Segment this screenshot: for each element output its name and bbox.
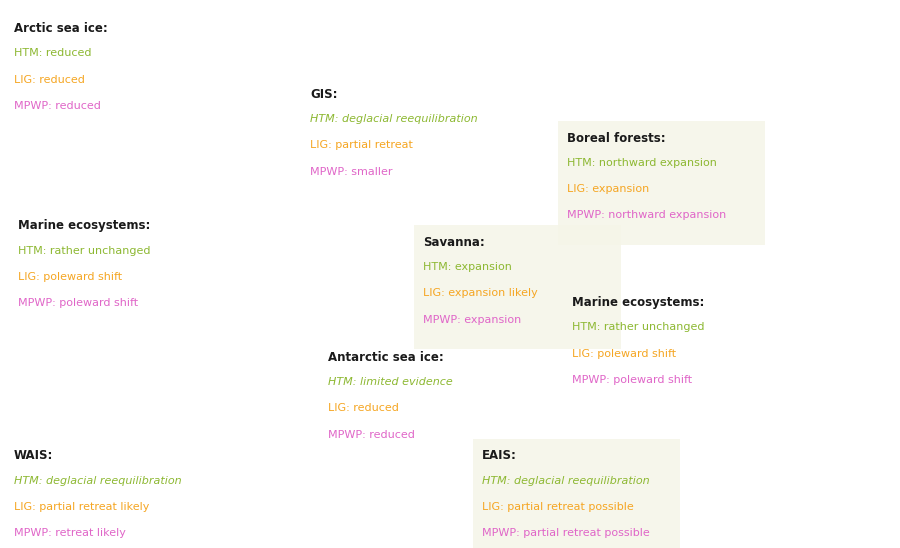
Text: LIG: reduced: LIG: reduced xyxy=(14,75,85,84)
Text: HTM:: HTM: xyxy=(0,547,1,548)
Text: MPWP: partial retreat possible: MPWP: partial retreat possible xyxy=(482,528,649,538)
Text: MPWP: expansion: MPWP: expansion xyxy=(423,315,521,324)
Text: GIS:: GIS: xyxy=(310,88,338,101)
Text: LIG: reduced: LIG: reduced xyxy=(328,403,400,413)
Text: MPWP:: MPWP: xyxy=(0,547,1,548)
Text: Antarctic sea ice:: Antarctic sea ice: xyxy=(328,351,445,364)
Text: LIG: partial retreat likely: LIG: partial retreat likely xyxy=(14,502,149,512)
Text: EAIS:: EAIS: xyxy=(482,449,517,463)
Text: LIG:: LIG: xyxy=(0,547,1,548)
Text: LIG: expansion: LIG: expansion xyxy=(567,184,649,194)
Text: HTM:: HTM: xyxy=(0,547,1,548)
Text: HTM: reduced: HTM: reduced xyxy=(14,48,91,58)
Text: LIG: reduced: LIG: reduced xyxy=(14,75,85,84)
Text: HTM:: HTM: xyxy=(0,547,1,548)
Text: HTM:: HTM: xyxy=(0,547,1,548)
Text: Savanna:: Savanna: xyxy=(423,236,485,249)
Text: LIG: poleward shift: LIG: poleward shift xyxy=(18,272,122,282)
Text: LIG: partial retreat possible: LIG: partial retreat possible xyxy=(482,502,634,512)
Text: LIG: expansion likely: LIG: expansion likely xyxy=(423,288,538,298)
Text: MPWP: reduced: MPWP: reduced xyxy=(328,430,416,439)
Text: MPWP:: MPWP: xyxy=(0,547,1,548)
FancyBboxPatch shape xyxy=(414,225,621,349)
Text: LIG: poleward shift: LIG: poleward shift xyxy=(572,349,676,358)
Text: HTM: expansion: HTM: expansion xyxy=(423,262,512,272)
Text: Marine ecosystems:: Marine ecosystems: xyxy=(18,219,150,232)
Text: HTM: rather unchanged: HTM: rather unchanged xyxy=(572,322,704,332)
Text: HTM:: HTM: xyxy=(0,547,1,548)
Text: Boreal forests:: Boreal forests: xyxy=(567,132,666,145)
Text: HTM: northward expansion: HTM: northward expansion xyxy=(567,158,717,168)
Text: Arctic sea ice:: Arctic sea ice: xyxy=(14,22,107,35)
Text: LIG:: LIG: xyxy=(0,547,1,548)
Text: LIG: partial retreat possible: LIG: partial retreat possible xyxy=(482,502,634,512)
Text: HTM:: HTM: xyxy=(0,547,1,548)
Text: LIG:: LIG: xyxy=(0,547,1,548)
Text: MPWP: poleward shift: MPWP: poleward shift xyxy=(18,298,138,308)
Text: MPWP: poleward shift: MPWP: poleward shift xyxy=(18,298,138,308)
Text: LIG:: LIG: xyxy=(0,547,1,548)
Text: MPWP:: MPWP: xyxy=(0,547,1,548)
Text: MPWP: expansion: MPWP: expansion xyxy=(423,315,521,324)
FancyBboxPatch shape xyxy=(472,439,680,548)
Text: MPWP: smaller: MPWP: smaller xyxy=(310,167,393,176)
Text: HTM: deglacial reequilibration: HTM: deglacial reequilibration xyxy=(14,476,181,486)
Text: LIG:: LIG: xyxy=(0,547,1,548)
Text: HTM: deglacial reequilibration: HTM: deglacial reequilibration xyxy=(482,476,649,486)
Text: Marine ecosystems:: Marine ecosystems: xyxy=(572,296,704,309)
Text: LIG: expansion likely: LIG: expansion likely xyxy=(423,288,538,298)
Text: MPWP: reduced: MPWP: reduced xyxy=(328,430,416,439)
Text: LIG: partial retreat likely: LIG: partial retreat likely xyxy=(14,502,149,512)
Text: MPWP: reduced: MPWP: reduced xyxy=(14,101,101,111)
Text: MPWP: reduced: MPWP: reduced xyxy=(14,101,101,111)
Text: MPWP: smaller: MPWP: smaller xyxy=(310,167,393,176)
Text: WAIS:: WAIS: xyxy=(14,449,53,463)
Text: HTM: deglacial reequilibration: HTM: deglacial reequilibration xyxy=(482,476,649,486)
Text: MPWP:: MPWP: xyxy=(0,547,1,548)
Text: LIG:: LIG: xyxy=(0,547,1,548)
Text: LIG: partial retreat: LIG: partial retreat xyxy=(310,140,413,150)
Text: HTM: northward expansion: HTM: northward expansion xyxy=(567,158,717,168)
Text: MPWP: northward expansion: MPWP: northward expansion xyxy=(567,210,726,220)
Text: MPWP: retreat likely: MPWP: retreat likely xyxy=(14,528,125,538)
Text: LIG: poleward shift: LIG: poleward shift xyxy=(18,272,122,282)
Text: LIG: expansion: LIG: expansion xyxy=(567,184,649,194)
Text: HTM: limited evidence: HTM: limited evidence xyxy=(328,377,454,387)
Text: HTM: rather unchanged: HTM: rather unchanged xyxy=(18,246,150,255)
Text: LIG:: LIG: xyxy=(0,547,1,548)
Text: HTM: deglacial reequilibration: HTM: deglacial reequilibration xyxy=(14,476,181,486)
Text: HTM: expansion: HTM: expansion xyxy=(423,262,512,272)
Text: LIG:: LIG: xyxy=(0,547,1,548)
Text: HTM: rather unchanged: HTM: rather unchanged xyxy=(572,322,704,332)
Text: MPWP:: MPWP: xyxy=(0,547,1,548)
Text: MPWP: poleward shift: MPWP: poleward shift xyxy=(572,375,691,385)
Text: MPWP:: MPWP: xyxy=(0,547,1,548)
Text: MPWP: poleward shift: MPWP: poleward shift xyxy=(572,375,691,385)
Text: MPWP: partial retreat possible: MPWP: partial retreat possible xyxy=(482,528,649,538)
Text: HTM: limited evidence: HTM: limited evidence xyxy=(328,377,454,387)
Text: MPWP:: MPWP: xyxy=(0,547,1,548)
Text: MPWP: retreat likely: MPWP: retreat likely xyxy=(14,528,125,538)
Text: LIG: partial retreat: LIG: partial retreat xyxy=(310,140,413,150)
Text: LIG:: LIG: xyxy=(0,547,1,548)
Text: HTM:: HTM: xyxy=(0,547,1,548)
FancyBboxPatch shape xyxy=(558,121,765,245)
Text: HTM: rather unchanged: HTM: rather unchanged xyxy=(18,246,150,255)
Text: HTM:: HTM: xyxy=(0,547,1,548)
Text: LIG: poleward shift: LIG: poleward shift xyxy=(572,349,676,358)
Text: HTM: reduced: HTM: reduced xyxy=(14,48,91,58)
Text: MPWP:: MPWP: xyxy=(0,547,1,548)
Text: HTM:: HTM: xyxy=(0,547,1,548)
Text: HTM: deglacial reequilibration: HTM: deglacial reequilibration xyxy=(310,114,478,124)
Text: HTM: deglacial reequilibration: HTM: deglacial reequilibration xyxy=(310,114,478,124)
Text: MPWP:: MPWP: xyxy=(0,547,1,548)
Text: LIG: reduced: LIG: reduced xyxy=(328,403,400,413)
Text: MPWP: northward expansion: MPWP: northward expansion xyxy=(567,210,726,220)
